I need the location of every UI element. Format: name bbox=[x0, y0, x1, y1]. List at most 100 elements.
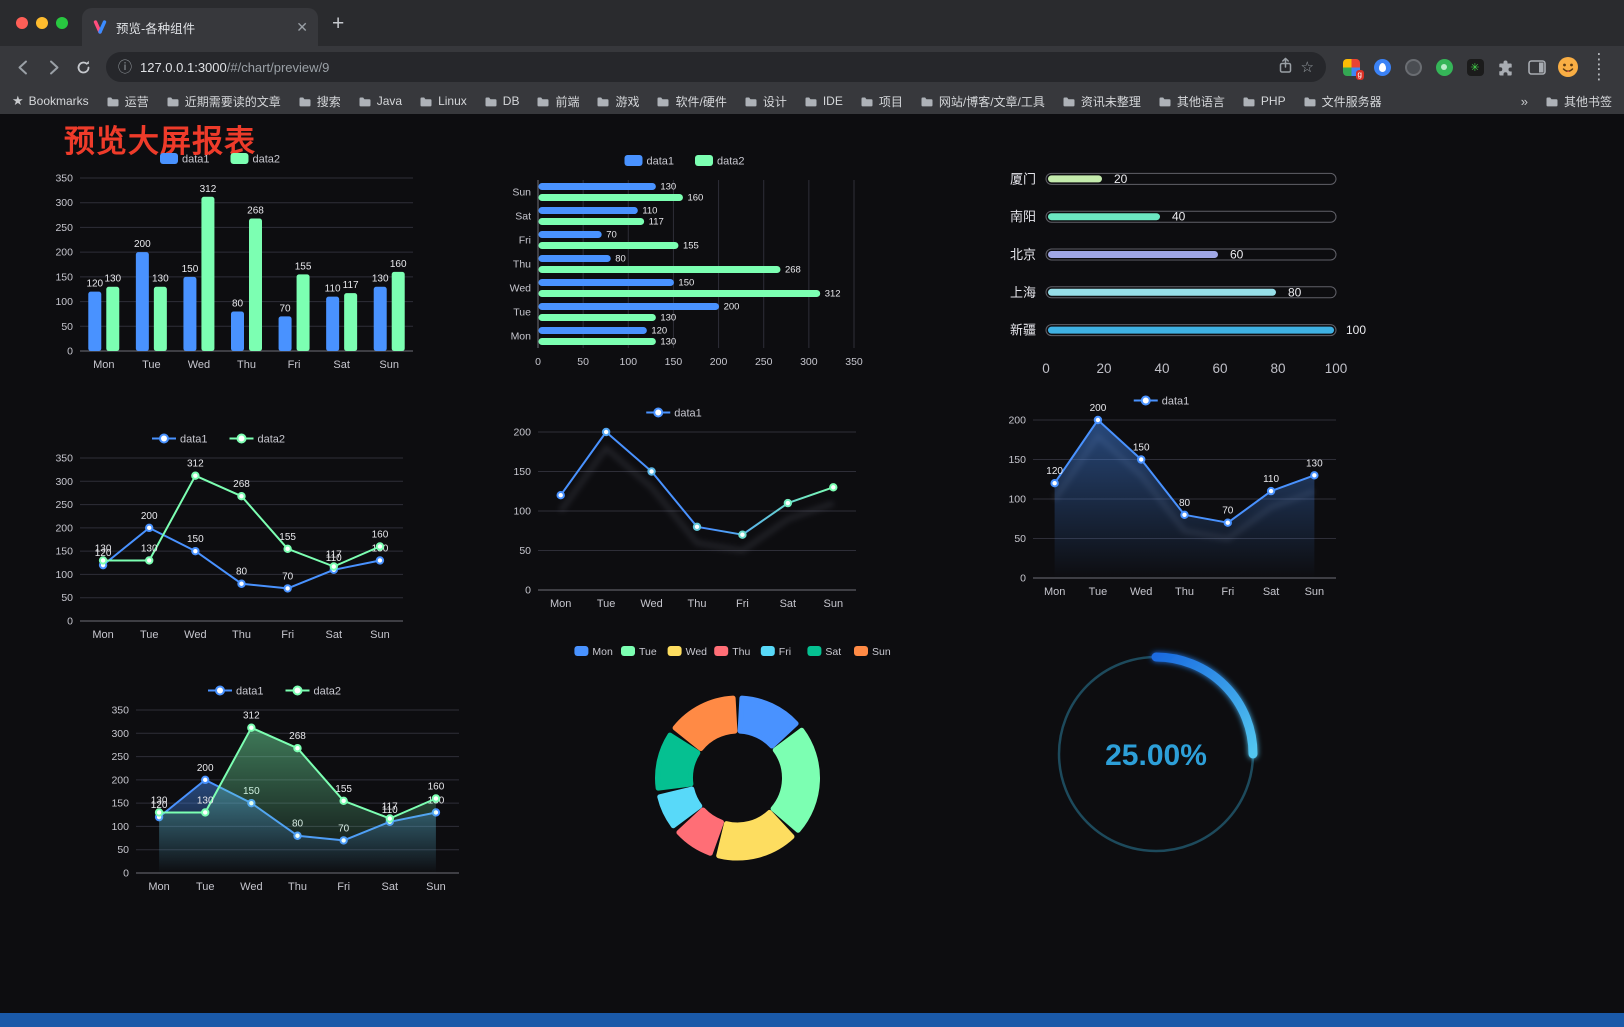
bookmark-item[interactable]: 软件/硬件 bbox=[656, 93, 727, 110]
svg-text:130: 130 bbox=[95, 543, 112, 554]
svg-text:117: 117 bbox=[649, 217, 664, 228]
svg-text:Tue: Tue bbox=[639, 646, 657, 658]
svg-text:data1: data1 bbox=[180, 434, 208, 446]
folder-icon bbox=[597, 97, 609, 106]
folder-icon bbox=[485, 97, 497, 106]
browser-menu-button[interactable]: ⋮ ⋮ bbox=[1591, 51, 1607, 83]
bookmark-item[interactable]: 文件服务器 bbox=[1303, 93, 1382, 110]
fullscreen-window-button[interactable] bbox=[56, 17, 68, 29]
bookmark-item[interactable]: 网站/博客/文章/工具 bbox=[920, 93, 1045, 110]
side-panel-icon[interactable] bbox=[1526, 56, 1548, 78]
svg-text:350: 350 bbox=[111, 705, 129, 717]
bookmark-item[interactable]: DB bbox=[484, 94, 519, 108]
browser-toolbar: ⓘ 127.0.0.1:3000/#/chart/preview/9 ☆ g ✳ bbox=[0, 46, 1624, 88]
svg-text:268: 268 bbox=[289, 731, 306, 742]
svg-text:200: 200 bbox=[141, 511, 158, 522]
bookmark-item[interactable]: 项目 bbox=[860, 93, 903, 110]
minimize-window-button[interactable] bbox=[36, 17, 48, 29]
svg-text:Fri: Fri bbox=[519, 235, 531, 247]
reload-button[interactable] bbox=[68, 52, 98, 82]
bookmark-item[interactable]: 资讯未整理 bbox=[1062, 93, 1141, 110]
chart-line-area-two[interactable]: data1 data2 0 50 100 150 200 250 300 350 Mon Tue Wed… bbox=[98, 676, 473, 901]
url-host: 127.0.0.1:3000 bbox=[140, 59, 227, 75]
bookmark-item[interactable]: 搜索 bbox=[298, 93, 341, 110]
chart-donut[interactable]: Mon Tue Wed Thu Fri Sat Sun bbox=[550, 636, 925, 888]
svg-text:Thu: Thu bbox=[288, 881, 307, 893]
svg-text:200: 200 bbox=[1008, 415, 1026, 427]
svg-text:Tue: Tue bbox=[1089, 586, 1108, 598]
new-tab-button[interactable]: + bbox=[332, 11, 345, 35]
address-bar[interactable]: ⓘ 127.0.0.1:3000/#/chart/preview/9 ☆ bbox=[106, 52, 1326, 82]
chart-gauge[interactable]: 25.00% bbox=[1036, 630, 1276, 878]
chart-horizontal-bar[interactable]: data1 data2 0 50 100 150 200 250 300 350 Sun 130 160… bbox=[500, 146, 890, 376]
bookmark-item[interactable]: 其他书签 bbox=[1545, 93, 1612, 110]
svg-text:130: 130 bbox=[152, 274, 169, 285]
bookmark-item[interactable]: 设计 bbox=[744, 93, 787, 110]
svg-text:0: 0 bbox=[1042, 361, 1050, 376]
svg-text:110: 110 bbox=[1263, 474, 1279, 485]
share-button[interactable] bbox=[1278, 57, 1293, 77]
svg-text:150: 150 bbox=[182, 264, 199, 275]
bookmark-item[interactable]: 其他语言 bbox=[1158, 93, 1225, 110]
bookmark-item[interactable]: 近期需要读的文章 bbox=[166, 93, 281, 110]
svg-text:200: 200 bbox=[1090, 403, 1107, 414]
svg-text:Sun: Sun bbox=[370, 629, 390, 641]
bookmarks-overflow-chevron[interactable]: » bbox=[1520, 93, 1528, 109]
chart-grouped-bar[interactable]: data1 data2 0 50 100 150 200 250 300 350 Mon Tue Wed… bbox=[38, 144, 423, 379]
forward-button[interactable] bbox=[38, 52, 68, 82]
close-window-button[interactable] bbox=[16, 17, 28, 29]
bookmark-item[interactable]: 游戏 bbox=[596, 93, 639, 110]
svg-text:60: 60 bbox=[1230, 248, 1244, 262]
tab-close-icon[interactable]: ✕ bbox=[296, 19, 308, 35]
bookmark-item[interactable]: PHP bbox=[1242, 94, 1286, 108]
svg-text:70: 70 bbox=[1222, 506, 1234, 517]
svg-text:50: 50 bbox=[1014, 533, 1026, 545]
svg-text:Sat: Sat bbox=[326, 629, 343, 641]
bookmark-item[interactable]: Linux bbox=[419, 94, 467, 108]
svg-text:100: 100 bbox=[1346, 323, 1366, 337]
svg-text:110: 110 bbox=[326, 553, 342, 564]
bookmark-item[interactable]: Java bbox=[358, 94, 402, 108]
extension-colorful-icon[interactable]: g bbox=[1340, 56, 1364, 80]
bookmark-item[interactable]: 运营 bbox=[106, 93, 149, 110]
extension-blue-icon[interactable] bbox=[1371, 56, 1393, 78]
svg-text:200: 200 bbox=[710, 356, 728, 368]
chart-line-two-series[interactable]: data1 data2 0 50 100 150 200 250 300 350 Mon Tue Wed… bbox=[42, 424, 417, 649]
extensions-puzzle-icon[interactable] bbox=[1495, 56, 1517, 78]
profile-avatar[interactable] bbox=[1557, 56, 1579, 78]
site-info-icon[interactable]: ⓘ bbox=[118, 59, 132, 75]
bookmark-star-button[interactable]: ☆ bbox=[1300, 59, 1314, 76]
extension-dark-icon[interactable] bbox=[1402, 56, 1424, 78]
page-title: 预览大屏报表 bbox=[64, 124, 256, 159]
svg-text:155: 155 bbox=[335, 784, 352, 795]
svg-text:268: 268 bbox=[233, 479, 250, 490]
svg-text:Fri: Fri bbox=[1221, 586, 1234, 598]
extension-green-icon[interactable] bbox=[1433, 56, 1455, 78]
svg-text:Fri: Fri bbox=[736, 598, 749, 610]
chart-capsule-bars[interactable]: 厦门 20 南阳 40 北京 60 上海 80 新疆 100 0 20 40 60 80 100 bbox=[998, 154, 1370, 389]
svg-text:Tue: Tue bbox=[513, 307, 531, 319]
bookmark-item[interactable]: ★ Bookmarks bbox=[12, 93, 89, 108]
svg-text:200: 200 bbox=[55, 247, 73, 259]
svg-text:Sun: Sun bbox=[872, 646, 891, 658]
svg-text:100: 100 bbox=[1325, 361, 1348, 376]
svg-text:350: 350 bbox=[55, 453, 73, 465]
bookmark-item[interactable]: IDE bbox=[804, 94, 843, 108]
svg-text:0: 0 bbox=[535, 356, 541, 368]
svg-text:130: 130 bbox=[197, 795, 214, 806]
bookmarks-bar: ★ Bookmarks 运营 近期需要读的文章 搜索 Java Linux DB 前端 游戏 软件/… bbox=[0, 88, 1624, 114]
svg-text:150: 150 bbox=[55, 271, 73, 283]
svg-text:50: 50 bbox=[577, 356, 589, 368]
folder-icon bbox=[167, 97, 179, 106]
extension-tampermonkey-icon[interactable]: ✳ bbox=[1464, 56, 1486, 78]
back-button[interactable] bbox=[8, 52, 38, 82]
svg-text:80: 80 bbox=[236, 567, 248, 578]
svg-text:25.00%: 25.00% bbox=[1105, 739, 1207, 772]
browser-tab[interactable]: 预览-各种组件 ✕ bbox=[82, 8, 318, 46]
bookmark-item[interactable]: 前端 bbox=[536, 93, 579, 110]
chart-line-gradient[interactable]: data1 0 50 100 150 200 Mon Tue Wed Thu Fri Sat Sun bbox=[500, 398, 870, 618]
chart-line-area[interactable]: data1 0 50 100 150 200 Mon Tue Wed Thu Fri Sat Sun 12… bbox=[995, 386, 1350, 606]
svg-text:Fri: Fri bbox=[779, 646, 791, 658]
folder-icon bbox=[359, 97, 371, 106]
